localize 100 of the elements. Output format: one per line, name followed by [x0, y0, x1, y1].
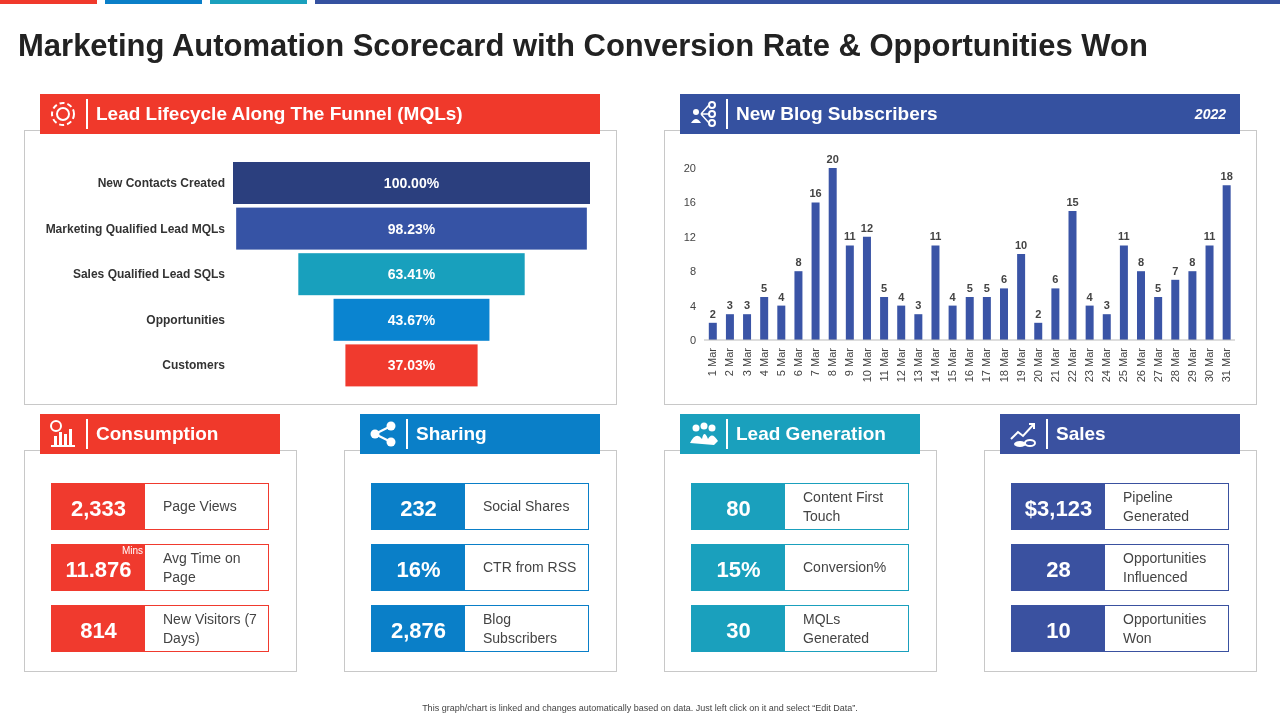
bar: [1017, 254, 1026, 340]
text: Mins: [121, 545, 143, 556]
x-tick-label: 4 Mar: [757, 347, 770, 377]
x-tick-label: 24 Mar: [1100, 347, 1113, 383]
x-tick-label: 5 Mar: [774, 347, 787, 377]
data-label: 11: [1203, 230, 1216, 243]
data-label: 4: [1086, 290, 1094, 303]
text: 28: [1046, 556, 1071, 582]
x-tick-label: 30 Mar: [1203, 347, 1216, 383]
category-label: New Visitors (7 Days): [162, 609, 258, 648]
category-label: MQLs Generated: [802, 609, 871, 648]
text: Lead Lifecycle Along The Funnel (MQLs): [96, 103, 464, 125]
data-label: 2: [1035, 307, 1042, 320]
bar: [965, 297, 974, 340]
category-label: Blog Subscribers: [482, 609, 558, 648]
data-label: 100.00%: [383, 175, 440, 191]
bar: [931, 245, 940, 340]
data-label: 5: [761, 282, 768, 294]
text: Sales: [1056, 423, 1107, 445]
bar: [880, 297, 889, 340]
bar: [914, 314, 923, 340]
category-label: New Contacts Created: [97, 176, 225, 191]
bar: [811, 202, 820, 340]
y-tick-label: 0: [689, 333, 696, 346]
data-label: 2: [709, 307, 716, 320]
x-tick-label: 16 Mar: [963, 347, 976, 383]
y-tick-label: 20: [683, 161, 696, 174]
x-tick-label: 28 Mar: [1168, 347, 1181, 383]
bar: [725, 314, 734, 340]
data-label: 4: [949, 290, 957, 303]
text: 2,333: [70, 495, 127, 521]
x-tick-label: 22 Mar: [1066, 347, 1079, 383]
x-tick-label: 27 Mar: [1151, 347, 1164, 383]
data-label: 4: [898, 290, 906, 303]
text: 16%: [396, 556, 441, 582]
data-label: 15: [1066, 196, 1079, 208]
bar: [1137, 271, 1146, 340]
data-label: 5: [966, 282, 973, 294]
y-tick-label: 12: [683, 230, 696, 243]
data-label: 37.03%: [387, 357, 436, 374]
text: 15%: [716, 556, 761, 582]
bar: [1085, 305, 1094, 340]
x-tick-label: 6 Mar: [792, 347, 805, 377]
data-label: 20: [826, 153, 839, 165]
bar: [708, 322, 717, 340]
bar: [1222, 185, 1231, 340]
x-tick-label: 20 Mar: [1031, 347, 1044, 383]
data-label: 3: [1103, 299, 1110, 312]
x-tick-label: 17 Mar: [980, 347, 993, 383]
data-label: 12: [860, 221, 874, 234]
x-tick-label: 18 Mar: [997, 347, 1010, 383]
x-tick-label: 8 Mar: [826, 347, 839, 377]
text: 232: [400, 495, 437, 521]
text: Marketing Automation Scorecard with Conversion Rate & Opportunities Won: [18, 28, 1148, 64]
bar: [1205, 245, 1214, 340]
bar: [845, 245, 854, 340]
bar: [743, 314, 752, 340]
category-label: Sales Qualified Lead SQLs: [72, 267, 226, 282]
bar: [1171, 279, 1180, 340]
x-tick-label: 14 Mar: [929, 347, 942, 383]
x-tick-label: 3 Mar: [740, 347, 753, 377]
bar: [982, 297, 991, 340]
category-label: Social Shares: [482, 497, 571, 516]
bar: [1034, 322, 1043, 340]
bar: [1051, 288, 1060, 340]
x-tick-label: 11 Mar: [877, 347, 890, 382]
text: 11.876: [65, 556, 132, 582]
x-tick-label: 31 Mar: [1220, 347, 1233, 383]
data-label: 6: [1000, 273, 1008, 286]
bar: [760, 297, 769, 340]
x-tick-label: 13 Mar: [911, 347, 924, 383]
x-tick-label: 1 Mar: [706, 347, 719, 377]
bar: [794, 271, 803, 340]
y-tick-label: 16: [683, 196, 696, 209]
data-label: 5: [983, 282, 990, 294]
x-tick-label: 21 Mar: [1048, 347, 1061, 383]
x-tick-label: 7 Mar: [809, 347, 822, 377]
data-label: 11: [844, 230, 856, 243]
data-label: 43.67%: [387, 311, 436, 328]
data-label: 4: [778, 290, 786, 303]
bar: [897, 305, 906, 340]
data-label: 98.23%: [387, 220, 436, 237]
data-label: 5: [881, 282, 888, 294]
text: $3,123: [1024, 495, 1093, 521]
data-label: 5: [1155, 282, 1162, 294]
y-tick-label: 8: [689, 265, 696, 278]
text: 80: [726, 495, 751, 521]
bar: [1068, 211, 1077, 340]
data-label: 3: [726, 299, 733, 312]
bar: [1119, 245, 1128, 340]
data-label: 16: [809, 187, 822, 200]
text: 814: [80, 617, 117, 643]
data-label: 3: [915, 299, 922, 312]
text: 10: [1046, 617, 1071, 643]
x-tick-label: 23 Mar: [1083, 347, 1096, 383]
x-tick-label: 19 Mar: [1014, 347, 1027, 383]
x-tick-label: 2 Mar: [723, 347, 736, 377]
bar: [948, 305, 957, 340]
text: 30: [726, 617, 751, 643]
category-label: Customers: [162, 358, 226, 373]
